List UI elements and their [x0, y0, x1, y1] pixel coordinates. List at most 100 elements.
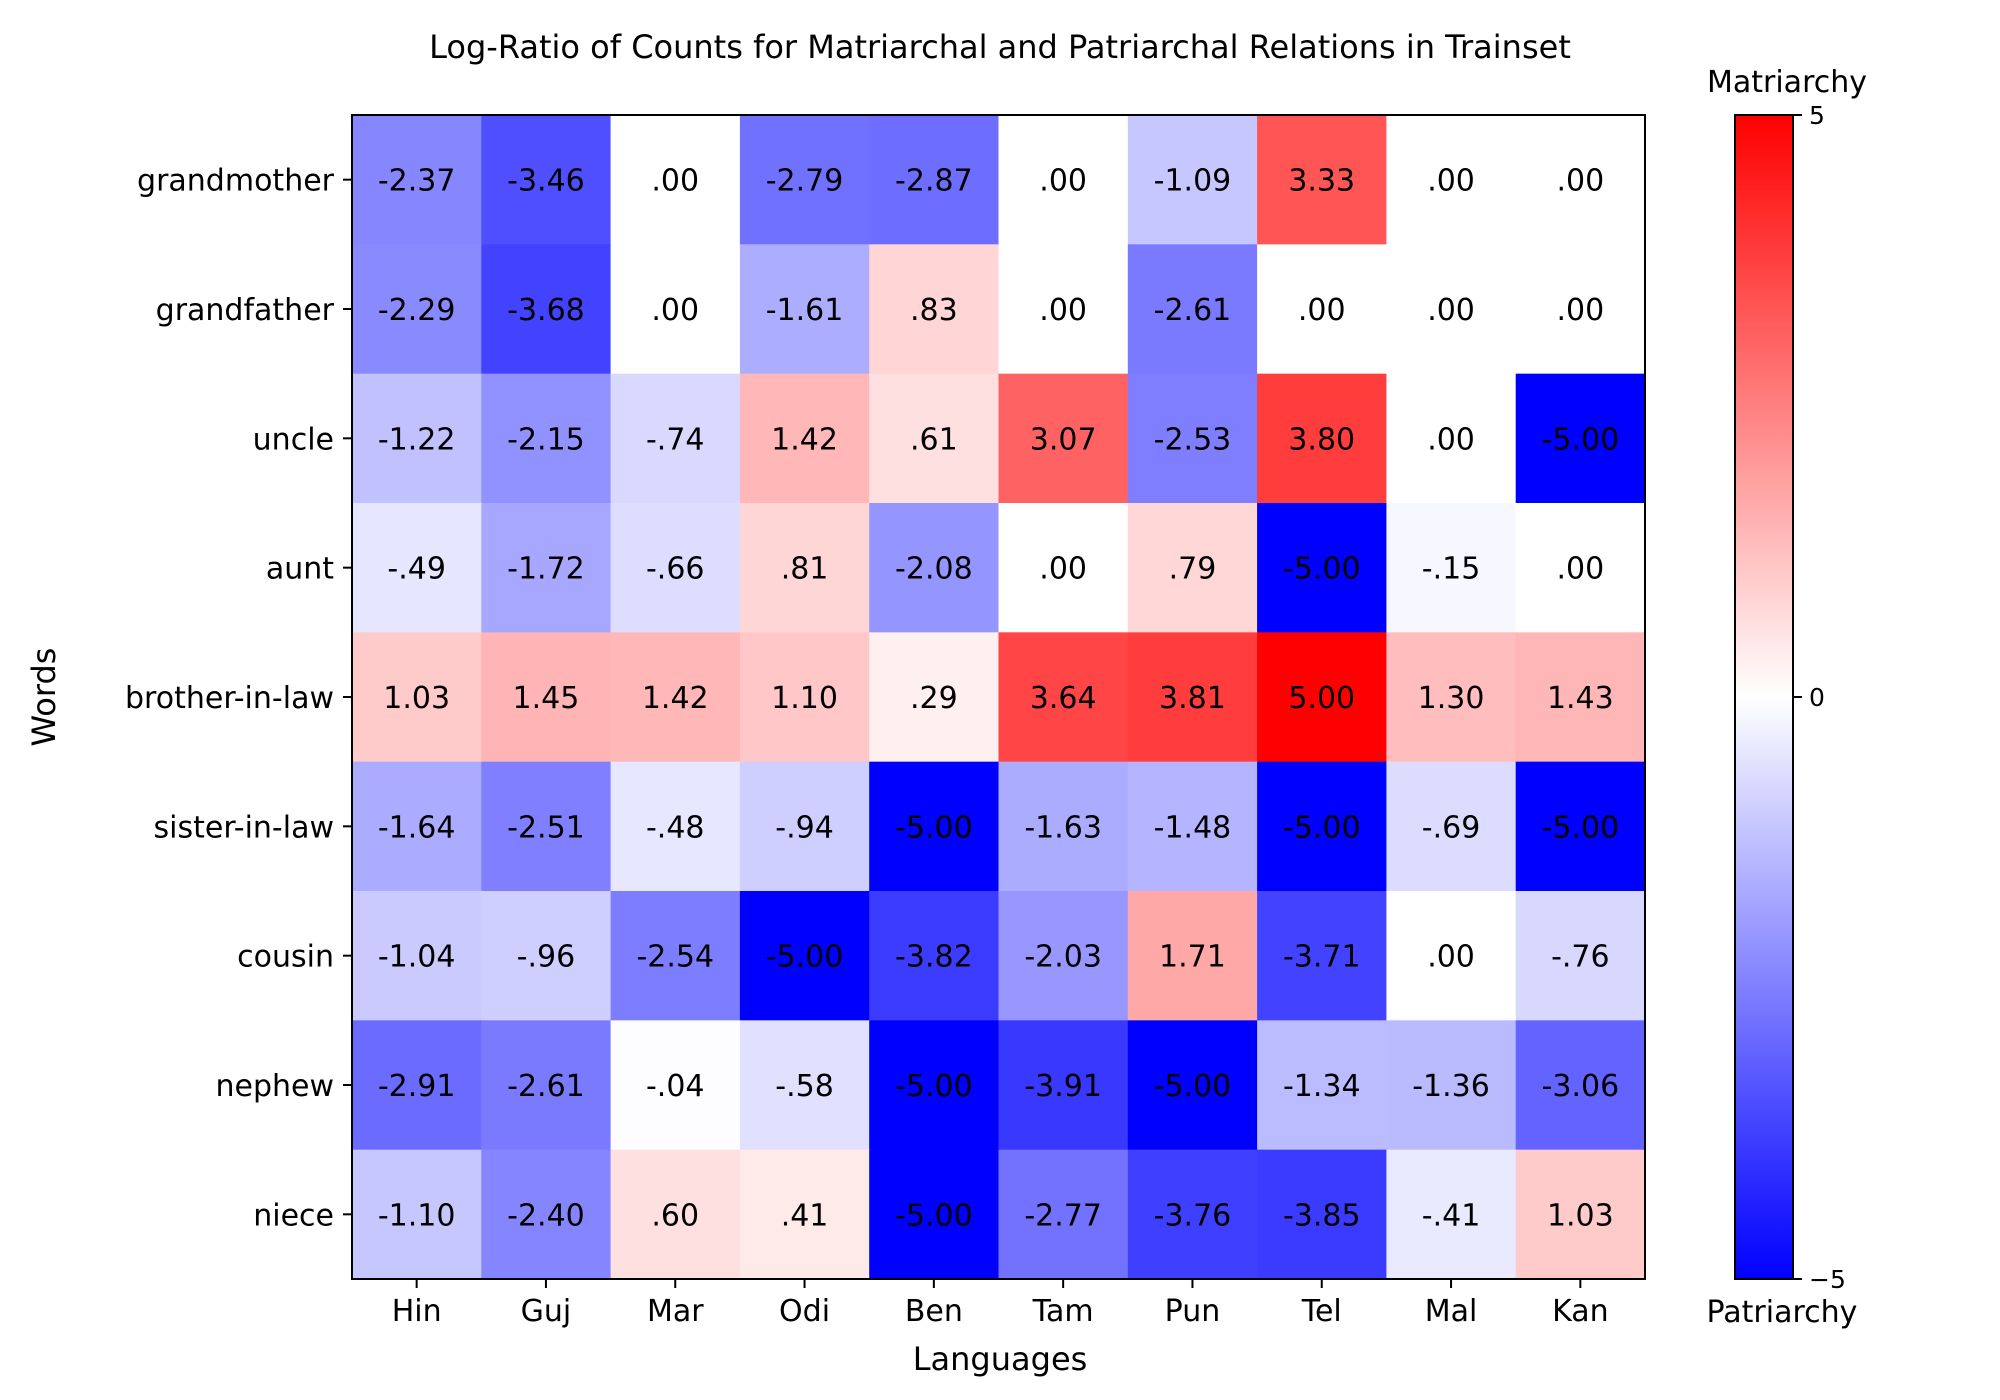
- colorbar-tick-label: 5: [1809, 101, 1825, 130]
- heatmap-cell: [998, 761, 1129, 892]
- heatmap-cell: [1386, 891, 1517, 1021]
- y-tick-label: grandfather: [156, 293, 335, 328]
- heatmap-cell: [998, 503, 1129, 633]
- heatmap-cell: [481, 632, 612, 763]
- cell-value-label: .60: [651, 1198, 699, 1233]
- heatmap-cell: [1386, 115, 1517, 245]
- cell-value-label: -1.64: [378, 810, 456, 845]
- cell-value-label: -.76: [1551, 940, 1610, 975]
- cell-value-label: -.49: [387, 552, 446, 587]
- heatmap-cell: [1515, 244, 1646, 375]
- cell-value-label: 3.81: [1159, 681, 1226, 716]
- heatmap-cell: [1515, 1149, 1646, 1280]
- heatmap-cell: [998, 1020, 1129, 1151]
- x-tick-label: Hin: [392, 1294, 442, 1329]
- cell-value-label: -2.37: [378, 164, 456, 199]
- heatmap-cell: [869, 891, 1000, 1021]
- heatmap-cell: [1257, 373, 1387, 504]
- x-tick-label: Guj: [521, 1294, 572, 1329]
- heatmap-cell: [481, 891, 612, 1021]
- heatmap-cell: [998, 244, 1129, 375]
- cell-value-label: -3.76: [1154, 1198, 1232, 1233]
- heatmap-cell: [1257, 244, 1387, 375]
- cell-value-label: .00: [1427, 940, 1475, 975]
- heatmap-cell: [610, 373, 741, 504]
- colorbar-bottom-label: Patriarchy: [1707, 1295, 1858, 1330]
- heatmap-cell: [352, 632, 482, 763]
- cell-value-label: 1.10: [771, 681, 838, 716]
- cell-value-label: -1.72: [507, 552, 585, 587]
- heatmap-cell: [481, 503, 612, 633]
- cell-value-label: -1.48: [1154, 810, 1232, 845]
- heatmap-cell: [610, 891, 741, 1021]
- x-tick-label: Kan: [1552, 1294, 1609, 1329]
- cell-value-label: -5.00: [1542, 422, 1620, 457]
- heatmap-cell: [481, 373, 612, 504]
- heatmap-cell: [481, 1020, 612, 1151]
- cell-value-label: .00: [1427, 422, 1475, 457]
- heatmap-cell: [352, 761, 482, 892]
- heatmap-cell: [1127, 891, 1258, 1021]
- cell-value-label: 3.80: [1288, 422, 1355, 457]
- cell-value-label: .00: [1039, 552, 1087, 587]
- heatmap-cell: [1515, 115, 1646, 245]
- x-axis: Hin Guj Mar Odi Ben Tam Pun Tel Mal Kan: [392, 1279, 1609, 1329]
- cell-value-label: 1.45: [513, 681, 580, 716]
- cell-value-labels: -2.37 -3.46 .00 -2.79 -2.87 .00 -1.09 3.33 .00 .0…: [378, 164, 1619, 1234]
- heatmap-cell: [1386, 632, 1517, 763]
- cell-value-label: .29: [910, 681, 958, 716]
- x-tick-label: Mar: [647, 1294, 704, 1329]
- y-axis: grandmother grandfather uncle aunt brother-i…: [125, 164, 352, 1233]
- cell-value-label: -2.15: [507, 422, 585, 457]
- heatmap-cell: [352, 503, 482, 633]
- y-tick-label: grandmother: [137, 164, 335, 199]
- cell-value-label: -.15: [1422, 552, 1481, 587]
- heatmap-cell: [1515, 373, 1646, 504]
- cell-value-label: 1.42: [642, 681, 709, 716]
- heatmap-cell: [739, 115, 870, 245]
- cell-value-label: -1.34: [1283, 1069, 1361, 1104]
- heatmap-cell: [610, 503, 741, 633]
- cell-value-label: -2.29: [378, 293, 456, 328]
- cell-value-label: -1.63: [1024, 810, 1102, 845]
- cell-value-label: .00: [651, 164, 699, 199]
- y-tick-label: brother-in-law: [125, 681, 334, 716]
- cell-value-label: -3.71: [1283, 940, 1361, 975]
- heatmap-cell: [869, 115, 1000, 245]
- heatmap-cell: [1257, 891, 1387, 1021]
- cell-value-label: -1.61: [766, 293, 844, 328]
- heatmap-cell: [869, 244, 1000, 375]
- cell-value-label: .61: [910, 422, 958, 457]
- heatmap-cell: [1257, 632, 1387, 763]
- heatmap-cell: [352, 1020, 482, 1151]
- cell-value-label: -5.00: [766, 940, 844, 975]
- cell-value-label: 1.43: [1547, 681, 1614, 716]
- heatmap-cell: [1386, 373, 1517, 504]
- heatmap-cell: [1257, 1149, 1387, 1280]
- heatmap-cell: [1257, 1020, 1387, 1151]
- x-tick-label: Pun: [1165, 1294, 1221, 1329]
- heatmap-cell: [1257, 115, 1387, 245]
- cell-value-label: -3.82: [895, 940, 973, 975]
- cell-value-label: -5.00: [895, 810, 973, 845]
- cell-value-label: -3.46: [507, 164, 585, 199]
- heatmap-cell: [739, 761, 870, 892]
- cell-value-label: .00: [1427, 293, 1475, 328]
- heatmap-cell: [352, 244, 482, 375]
- heatmap-cell: [610, 244, 741, 375]
- cell-value-label: .00: [1039, 293, 1087, 328]
- heatmap-cell: [1127, 373, 1258, 504]
- cell-value-label: -3.06: [1542, 1069, 1620, 1104]
- y-axis-label: Words: [25, 648, 63, 747]
- y-tick-label: aunt: [266, 552, 334, 587]
- cell-value-label: -2.40: [507, 1198, 585, 1233]
- cell-value-label: -.58: [775, 1069, 834, 1104]
- cell-value-label: -2.91: [378, 1069, 456, 1104]
- heatmap-cell: [739, 632, 870, 763]
- cell-value-label: .00: [1427, 164, 1475, 199]
- heatmap-cell: [869, 373, 1000, 504]
- cell-value-label: -1.36: [1412, 1069, 1490, 1104]
- cell-value-label: -1.10: [378, 1198, 456, 1233]
- cell-value-label: .41: [781, 1198, 829, 1233]
